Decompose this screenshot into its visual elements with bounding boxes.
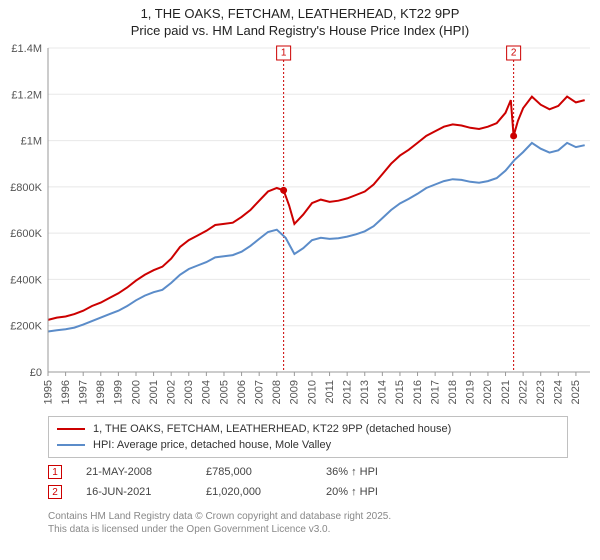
x-tick-label: 2022 [517,380,529,404]
x-tick-label: 2025 [570,380,582,404]
sale-price: £785,000 [206,466,326,478]
x-tick-label: 1997 [77,380,89,404]
y-tick-label: £200K [10,321,42,333]
x-tick-label: 2000 [130,380,142,404]
x-tick-label: 2004 [201,380,213,404]
sale-marker-number: 1 [281,48,287,59]
sale-row: 2 16-JUN-2021£1,020,00020% ↑ HPI [48,482,568,502]
y-tick-label: £600K [10,228,42,240]
x-tick-label: 2014 [377,380,389,404]
chart-title-line2: Price paid vs. HM Land Registry's House … [0,23,600,38]
x-tick-label: 2021 [500,380,512,404]
x-tick-label: 1998 [95,380,107,404]
legend: 1, THE OAKS, FETCHAM, LEATHERHEAD, KT22 … [48,416,568,458]
sale-row-marker: 1 [48,465,62,479]
series-hpi [48,143,585,332]
legend-swatch [57,444,85,446]
y-tick-label: £0 [30,367,42,379]
x-tick-label: 2020 [482,380,494,404]
legend-label: 1, THE OAKS, FETCHAM, LEATHERHEAD, KT22 … [93,423,451,435]
x-tick-label: 2017 [429,380,441,404]
sale-row: 1 21-MAY-2008£785,00036% ↑ HPI [48,462,568,482]
chart-title-line1: 1, THE OAKS, FETCHAM, LEATHERHEAD, KT22 … [0,6,600,21]
x-tick-label: 2006 [236,380,248,404]
x-tick-label: 2005 [218,380,230,404]
series-price_paid [48,97,585,320]
sale-row-marker: 2 [48,485,62,499]
x-tick-label: 2002 [165,380,177,404]
x-tick-label: 2007 [253,380,265,404]
sale-price: £1,020,000 [206,486,326,498]
x-tick-label: 1995 [42,380,54,404]
y-tick-label: £1.4M [11,43,42,55]
legend-label: HPI: Average price, detached house, Mole… [93,439,331,451]
x-tick-label: 2010 [306,380,318,404]
x-tick-label: 1999 [113,380,125,404]
sale-date: 16-JUN-2021 [86,486,206,498]
x-tick-label: 2009 [289,380,301,404]
y-tick-label: £1M [21,136,42,148]
x-tick-label: 2023 [535,380,547,404]
y-tick-label: £1.2M [11,89,42,101]
sale-marker-number: 2 [511,48,517,59]
sale-hpi: 20% ↑ HPI [326,486,446,498]
legend-row: 1, THE OAKS, FETCHAM, LEATHERHEAD, KT22 … [57,421,559,437]
y-tick-label: £400K [10,274,42,286]
x-tick-label: 2016 [412,380,424,404]
legend-swatch [57,428,85,430]
sale-hpi: 36% ↑ HPI [326,466,446,478]
line-chart-svg: £0 £200K £400K £600K £800K £1M £1.2M £1.4M 1995 1… [0,42,600,410]
x-tick-label: 2012 [341,380,353,404]
x-tick-label: 1996 [60,380,72,404]
x-tick-label: 2024 [553,380,565,404]
x-tick-label: 2011 [324,380,336,404]
x-tick-label: 2018 [447,380,459,404]
chart-area: £0 £200K £400K £600K £800K £1M £1.2M £1.4M 1995 1… [0,42,600,410]
x-tick-label: 2013 [359,380,371,404]
legend-row: HPI: Average price, detached house, Mole… [57,437,559,453]
x-tick-label: 2015 [394,380,406,404]
y-tick-label: £800K [10,182,42,194]
attribution-footer: Contains HM Land Registry data © Crown c… [48,510,568,536]
x-tick-label: 2019 [465,380,477,404]
sale-date: 21-MAY-2008 [86,466,206,478]
x-tick-label: 2008 [271,380,283,404]
x-tick-label: 2003 [183,380,195,404]
x-tick-label: 2001 [148,380,160,404]
sales-list: 1 21-MAY-2008£785,00036% ↑ HPI 2 16-JUN-202… [48,462,568,502]
footer-line1: Contains HM Land Registry data © Crown c… [48,510,568,523]
footer-line2: This data is licensed under the Open Gov… [48,523,568,536]
chart-title-block: 1, THE OAKS, FETCHAM, LEATHERHEAD, KT22 … [0,0,600,38]
